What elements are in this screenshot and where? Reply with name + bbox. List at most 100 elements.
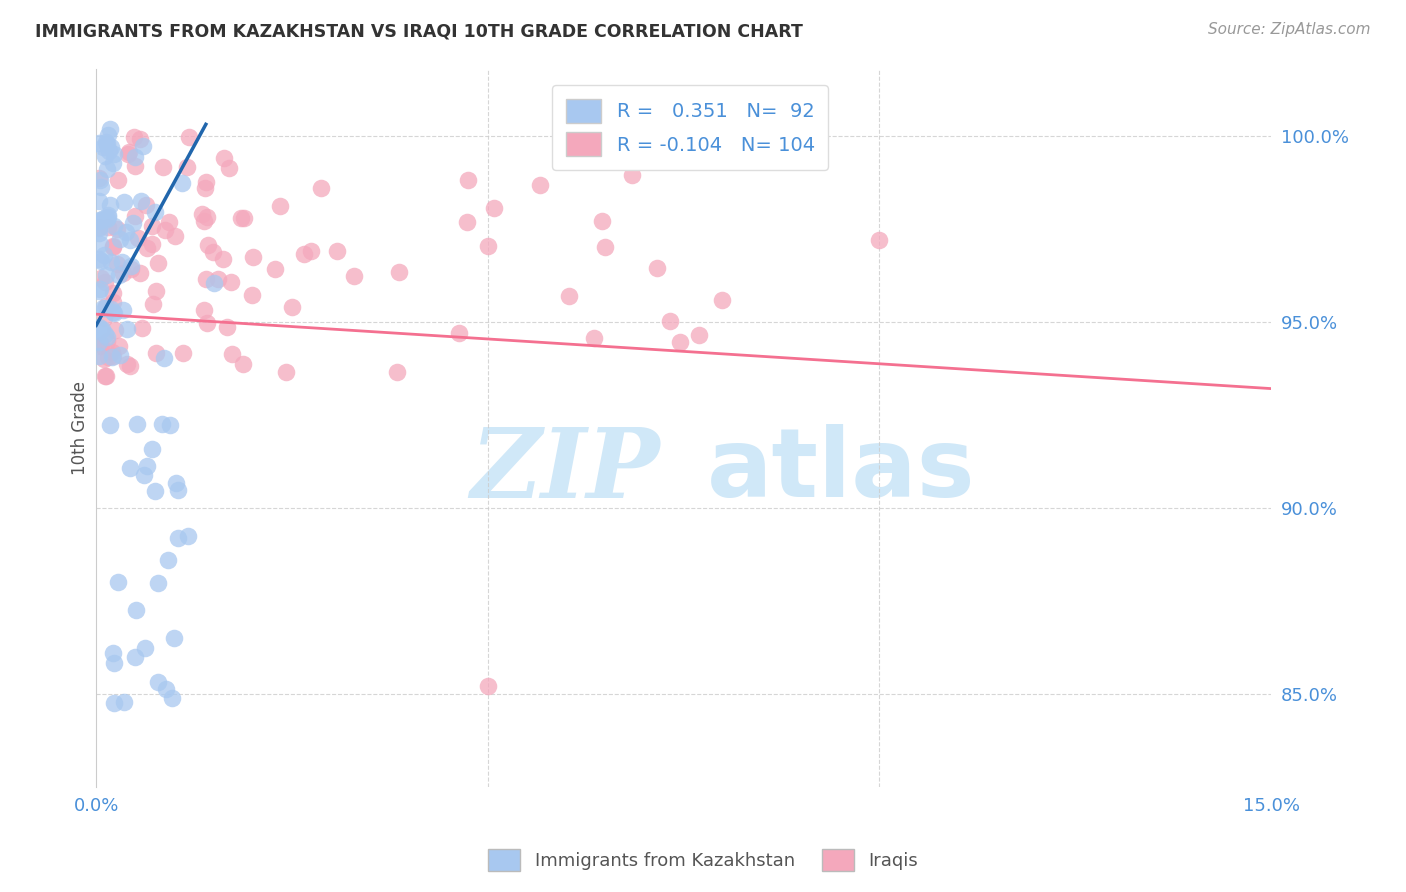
Point <box>165 476 187 491</box>
Point <box>219 275 242 289</box>
Point <box>90 271 112 285</box>
Point <box>97 128 120 142</box>
Point <box>449 326 471 340</box>
Point <box>558 288 581 302</box>
Point <box>94 368 117 383</box>
Point <box>211 252 233 267</box>
Point <box>90 180 112 194</box>
Legend: R =   0.351   N=  92, R = -0.104   N= 104: R = 0.351 N= 92, R = -0.104 N= 104 <box>553 86 828 169</box>
Point <box>207 272 229 286</box>
Point <box>159 417 181 432</box>
Point <box>197 238 219 252</box>
Point <box>131 321 153 335</box>
Point <box>108 268 131 282</box>
Point <box>127 231 149 245</box>
Point <box>172 176 194 190</box>
Point <box>91 140 114 154</box>
Point <box>388 265 411 279</box>
Point <box>167 531 190 545</box>
Point <box>96 268 118 282</box>
Point <box>146 256 169 270</box>
Point <box>101 238 124 252</box>
Point <box>111 266 134 280</box>
Point <box>157 553 180 567</box>
Point <box>124 209 146 223</box>
Point <box>456 215 478 229</box>
Point <box>124 650 146 665</box>
Point <box>157 215 180 229</box>
Point <box>591 214 613 228</box>
Point <box>153 223 176 237</box>
Point <box>191 207 214 221</box>
Point <box>97 210 120 224</box>
Point <box>135 198 157 212</box>
Point <box>112 303 135 318</box>
Point <box>688 328 710 343</box>
Point <box>120 262 142 277</box>
Point <box>195 271 218 285</box>
Point <box>193 214 215 228</box>
Point <box>240 288 263 302</box>
Point <box>90 338 112 352</box>
Point <box>153 351 176 366</box>
Point <box>103 305 125 319</box>
Point <box>98 145 121 159</box>
Point <box>94 135 117 149</box>
Point <box>101 295 124 310</box>
Point <box>93 149 115 163</box>
Point <box>134 467 156 482</box>
Point <box>231 211 253 225</box>
Point <box>100 302 122 317</box>
Point <box>111 254 134 268</box>
Point <box>163 632 186 646</box>
Point <box>125 603 148 617</box>
Point <box>148 675 170 690</box>
Point <box>221 347 243 361</box>
Point <box>108 232 131 246</box>
Point <box>97 350 120 364</box>
Point <box>457 173 479 187</box>
Text: IMMIGRANTS FROM KAZAKHSTAN VS IRAQI 10TH GRADE CORRELATION CHART: IMMIGRANTS FROM KAZAKHSTAN VS IRAQI 10TH… <box>35 22 803 40</box>
Point <box>87 349 110 363</box>
Point <box>93 301 115 315</box>
Point <box>105 257 128 271</box>
Point <box>134 640 156 655</box>
Point <box>136 241 159 255</box>
Point <box>98 198 121 212</box>
Point <box>107 339 129 353</box>
Point <box>342 269 364 284</box>
Point <box>96 211 118 226</box>
Text: ZIP: ZIP <box>471 424 661 517</box>
Point <box>152 417 174 431</box>
Point <box>89 236 111 251</box>
Point <box>115 322 138 336</box>
Point <box>87 324 110 338</box>
Point <box>107 222 129 236</box>
Point <box>96 299 118 313</box>
Point <box>87 284 110 298</box>
Point <box>122 130 145 145</box>
Point <box>212 152 235 166</box>
Point <box>96 136 118 151</box>
Point <box>125 417 148 431</box>
Point <box>595 240 617 254</box>
Point <box>233 211 256 225</box>
Point <box>311 180 333 194</box>
Point <box>93 327 115 342</box>
Point <box>280 300 302 314</box>
Point <box>242 250 264 264</box>
Point <box>87 252 110 266</box>
Point <box>179 130 201 145</box>
Point <box>93 211 115 225</box>
Point <box>167 483 190 497</box>
Point <box>90 253 112 268</box>
Point <box>89 173 111 187</box>
Point <box>96 334 118 348</box>
Point <box>101 646 124 660</box>
Point <box>90 323 112 337</box>
Point <box>103 147 125 161</box>
Point <box>87 213 110 227</box>
Point <box>118 145 141 159</box>
Point <box>193 181 215 195</box>
Point <box>146 575 169 590</box>
